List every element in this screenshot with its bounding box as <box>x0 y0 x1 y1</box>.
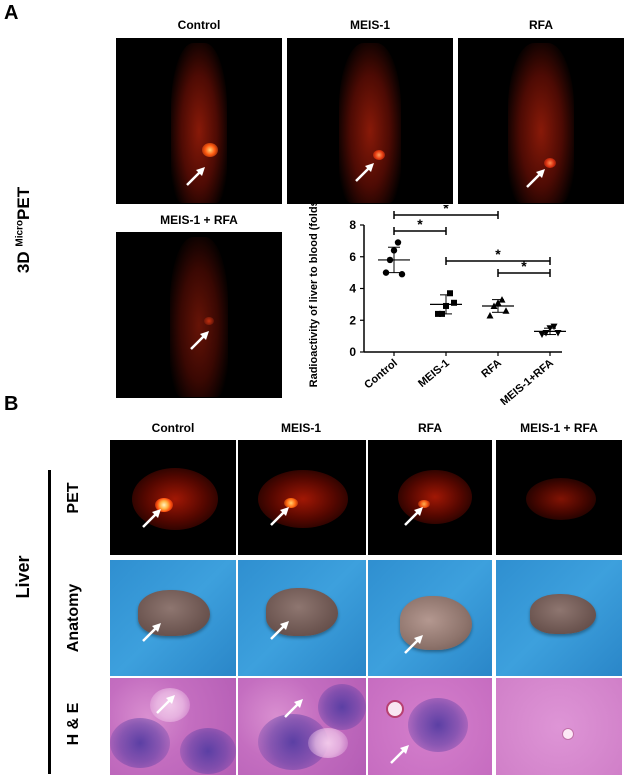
liver-anatomy-combo <box>496 560 622 676</box>
pet-image-rfa <box>458 38 624 204</box>
liver-anatomy-control <box>110 560 236 676</box>
arrow-icon <box>156 695 175 714</box>
liver-he-control <box>110 678 236 775</box>
panel-a-side-label: 3D MicroPET <box>14 186 33 274</box>
liver-he-meis1 <box>238 678 366 775</box>
panel-b-col-control: Control <box>151 421 195 435</box>
arrow-icon <box>355 163 374 182</box>
liver-he-rfa <box>368 678 492 775</box>
arrow-icon <box>390 745 409 764</box>
y-tick-label: 4 <box>349 282 356 296</box>
significance-star: * <box>495 246 501 262</box>
data-point <box>502 307 510 314</box>
panel-b-col-combo: MEIS-1 + RFA <box>520 421 598 435</box>
pet-image-control <box>116 38 282 204</box>
panel-a-col-meis1: MEIS-1 <box>349 18 390 32</box>
liver-pet-meis1 <box>238 440 366 555</box>
data-point <box>439 310 445 317</box>
data-point <box>447 290 453 297</box>
significance-star: * <box>521 258 527 274</box>
x-tick-label: MEIS-1 <box>416 357 452 390</box>
row-label-pet: PET <box>65 482 82 514</box>
liver-pet-rfa <box>368 440 492 555</box>
panel-b-letter: B <box>4 393 19 415</box>
data-point <box>498 296 506 303</box>
significance-star: * <box>417 216 423 232</box>
data-point <box>486 311 494 319</box>
panel-a-letter: A <box>4 2 19 24</box>
y-tick-label: 2 <box>349 313 356 327</box>
x-tick-label: Control <box>362 357 400 391</box>
row-label-he: H & E <box>65 702 82 746</box>
row-label-anatomy: Anatomy <box>65 583 82 653</box>
organ-bar <box>48 470 51 774</box>
arrow-icon <box>404 635 423 654</box>
data-point <box>394 239 402 246</box>
liver-anatomy-rfa <box>368 560 492 676</box>
organ-label: Liver <box>13 555 33 599</box>
liver-pet-combo <box>496 440 622 555</box>
y-tick-label: 8 <box>349 218 356 232</box>
data-point <box>443 302 449 309</box>
x-tick-label: RFA <box>479 357 504 380</box>
data-point <box>542 329 550 337</box>
y-tick-label: 6 <box>349 250 356 264</box>
data-point <box>390 247 398 254</box>
pet-image-combo <box>116 232 282 398</box>
arrow-icon <box>190 331 209 350</box>
arrow-icon <box>142 623 161 642</box>
data-point <box>451 299 457 306</box>
arrow-icon <box>526 169 545 188</box>
data-point <box>435 310 441 317</box>
data-point <box>554 329 562 337</box>
panel-b-col-rfa: RFA <box>418 421 442 435</box>
liver-pet-control <box>110 440 236 555</box>
data-point <box>382 269 390 276</box>
significance-star: * <box>443 205 449 216</box>
liver-anatomy-meis1 <box>238 560 366 676</box>
data-point <box>550 323 558 331</box>
data-point <box>398 271 406 278</box>
data-point <box>546 325 554 332</box>
data-point <box>386 256 394 264</box>
arrow-icon <box>404 507 423 526</box>
arrow-icon <box>270 621 289 640</box>
panel-a-col-rfa: RFA <box>529 18 553 32</box>
y-tick-label: 0 <box>349 345 356 359</box>
panel-b-col-meis1: MEIS-1 <box>280 421 321 435</box>
arrow-icon <box>284 699 303 718</box>
liver-he-combo <box>496 678 622 775</box>
data-point <box>490 302 498 309</box>
arrow-icon <box>142 509 161 528</box>
data-point <box>494 299 502 306</box>
arrow-icon <box>186 167 205 186</box>
panel-a-col-control: Control <box>177 18 221 32</box>
panel-a-col-combo: MEIS-1 + RFA <box>160 213 238 227</box>
pet-image-meis1 <box>287 38 453 204</box>
x-tick-label: MEIS-1+RFA <box>498 357 556 405</box>
data-point <box>538 331 546 339</box>
arrow-icon <box>270 507 289 526</box>
